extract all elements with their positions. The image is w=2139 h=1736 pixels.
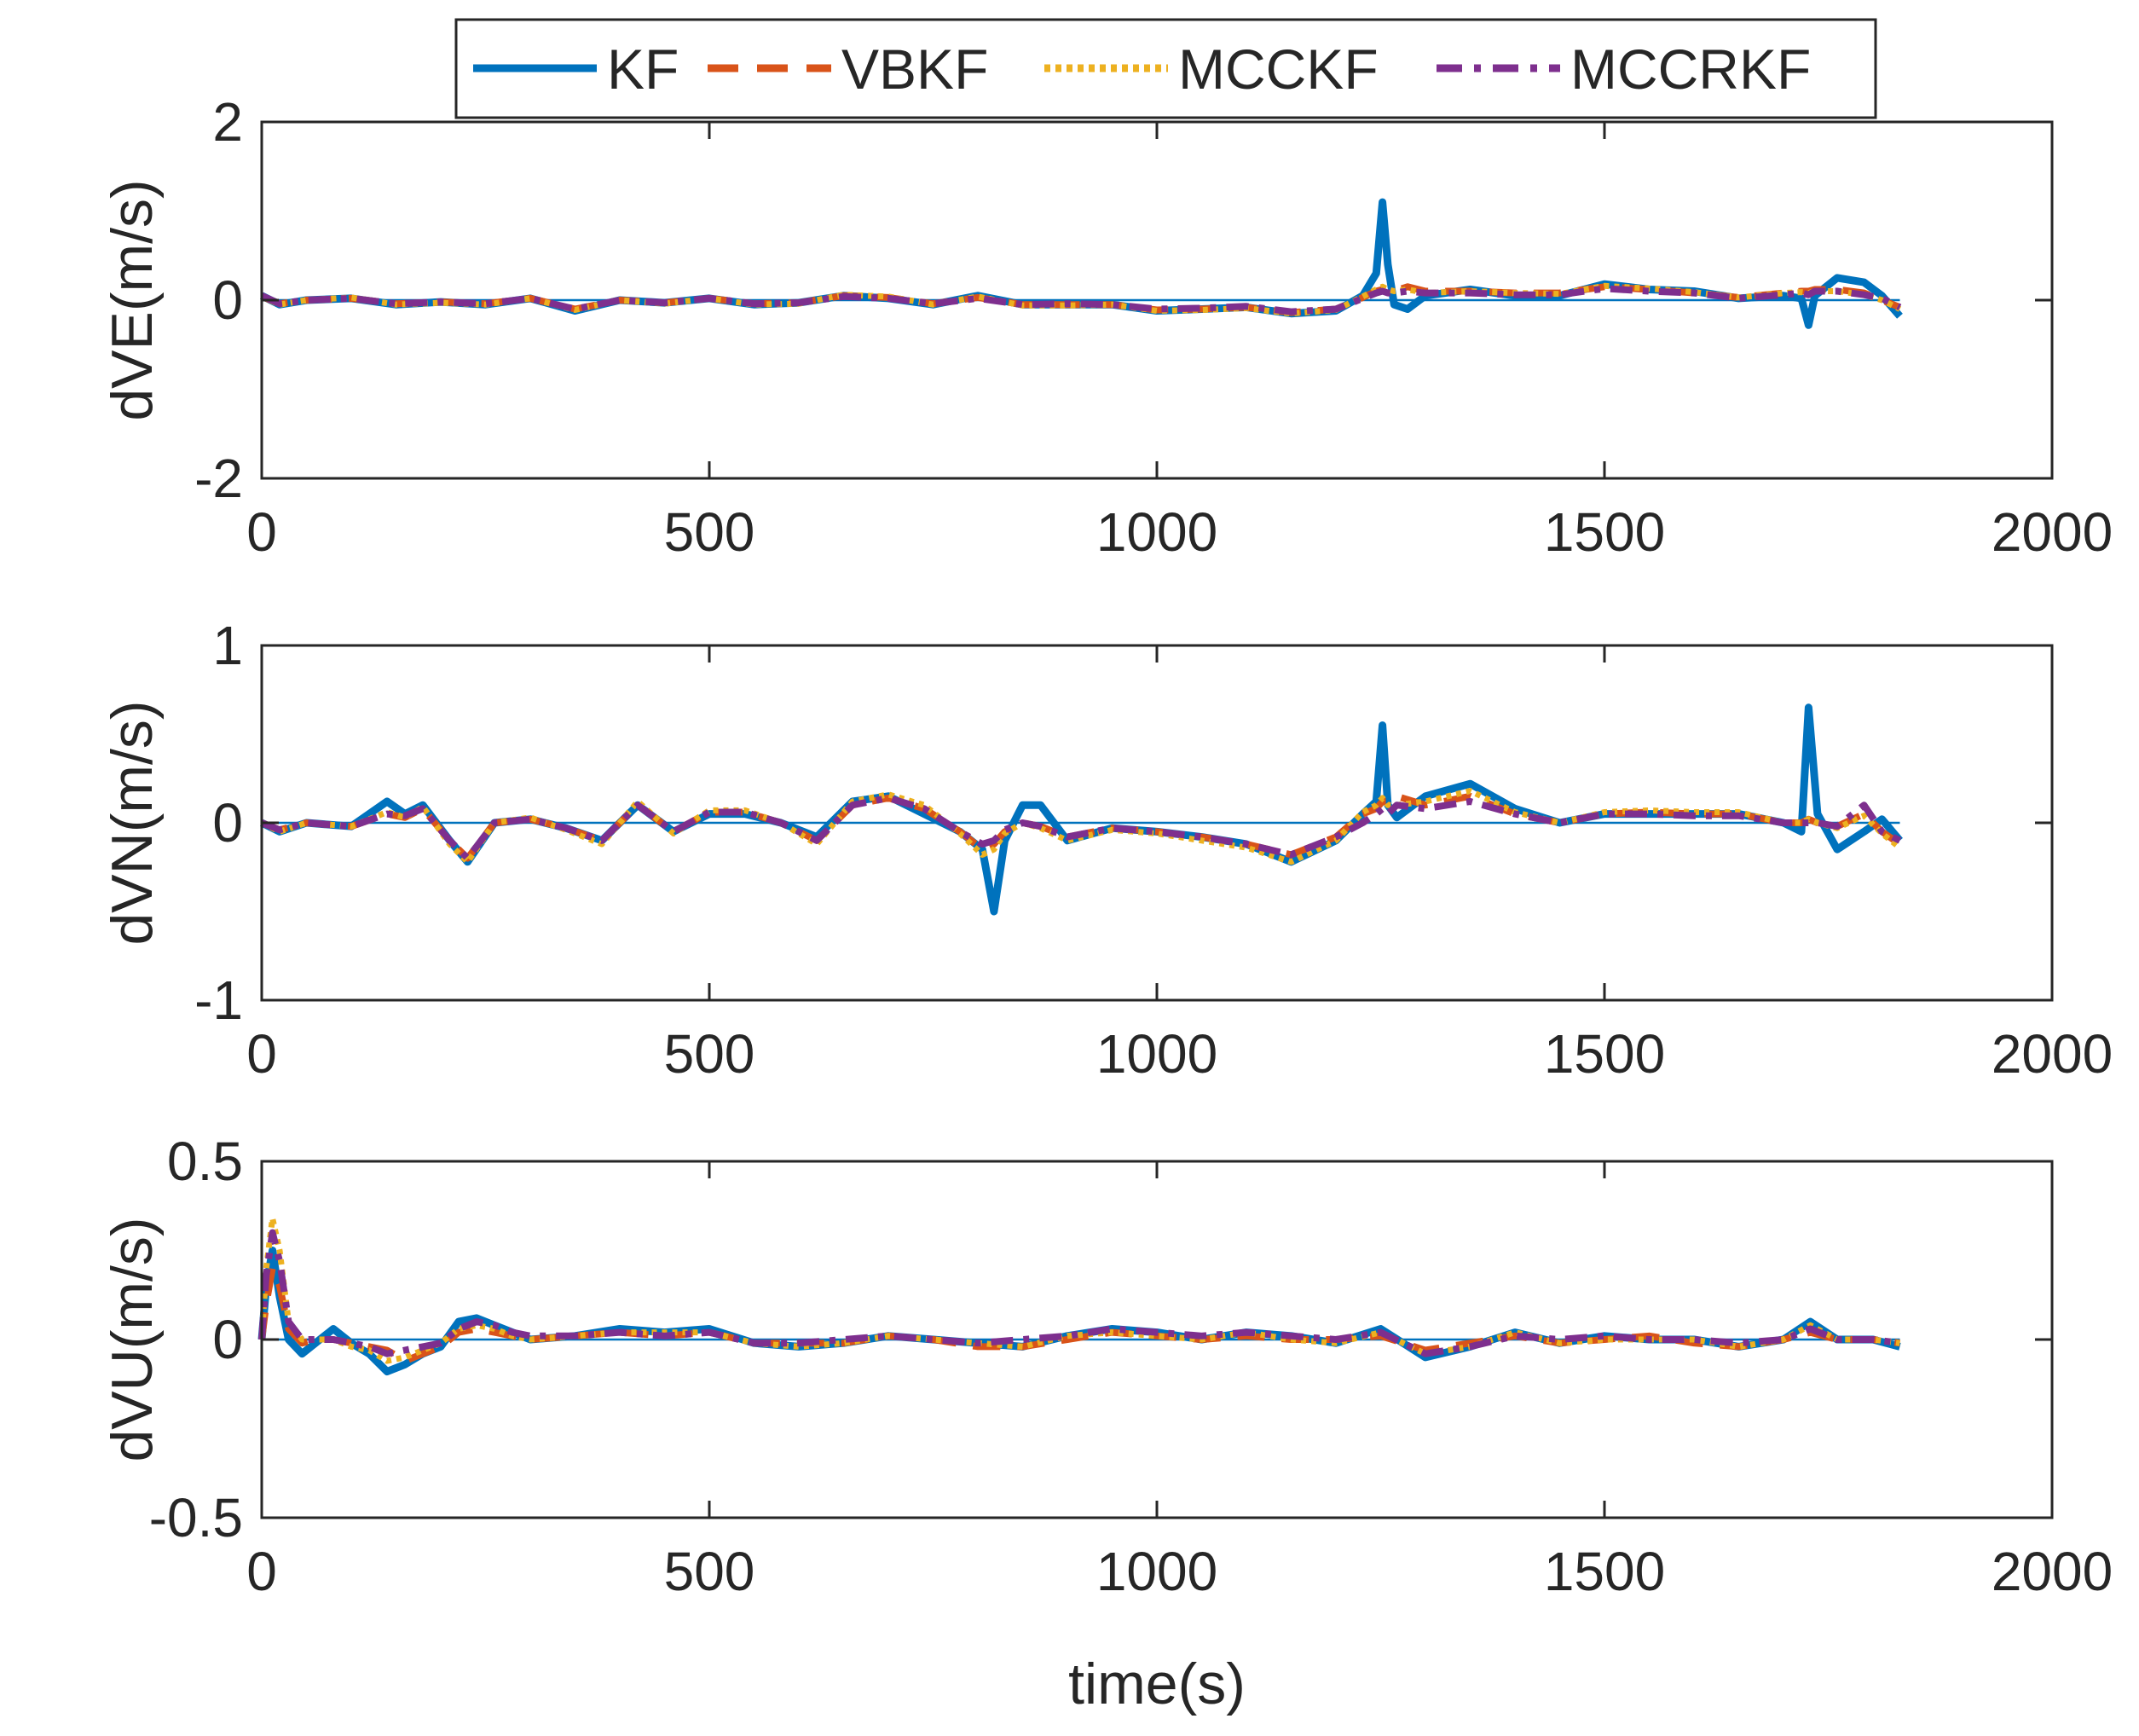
y-tick-label: 0 (212, 269, 243, 331)
x-tick-label: 2000 (1992, 1541, 2113, 1602)
y-tick-label: 0 (212, 1309, 243, 1370)
subplot-dvu: dVU(m/s) 0 500 1000 1500 2000-0.500.5 (100, 1131, 2113, 1602)
legend: KF VBKF MCCKF MCCRKF (454, 18, 1877, 119)
series-line-mcckf (258, 1215, 1900, 1364)
subplot-dve: dVE(m/s) 0 500 1000 1500 2000-202 (100, 91, 2113, 563)
x-tick-label: 2000 (1992, 1023, 2113, 1085)
x-axis-label: time(s) (1068, 1652, 1246, 1716)
y-axis-label: dVU(m/s) (100, 1217, 165, 1461)
x-tick-label: 1000 (1096, 501, 1217, 563)
y-tick-label: 0 (212, 792, 243, 854)
x-tick-label: 500 (664, 1023, 755, 1085)
x-tick-label: 500 (664, 501, 755, 563)
y-tick-label: 0.5 (167, 1131, 243, 1192)
y-axis-label: dVE(m/s) (100, 179, 165, 420)
y-tick-label: -1 (194, 969, 243, 1031)
series-line-mccrkf (258, 1229, 1901, 1357)
x-tick-label: 0 (246, 1023, 277, 1085)
x-tick-label: 1000 (1096, 1023, 1217, 1085)
series-line-vbkf (258, 1264, 1901, 1365)
legend-label-vbkf: VBKF (841, 38, 988, 101)
x-tick-label: 0 (246, 501, 277, 563)
series-line-mccrkf (260, 285, 1902, 315)
x-tick-label: 1500 (1544, 1541, 1665, 1602)
legend-label-kf: KF (607, 38, 679, 101)
series-line-mccrkf (260, 794, 1902, 862)
legend-label-mcckf: MCCKF (1178, 38, 1379, 101)
x-tick-label: 1000 (1096, 1541, 1217, 1602)
x-tick-label: 2000 (1992, 501, 2113, 563)
x-tick-label: 500 (664, 1541, 755, 1602)
y-tick-label: 1 (212, 615, 243, 676)
x-tick-label: 1500 (1544, 501, 1665, 563)
legend-label-mccrkf: MCCRKF (1570, 38, 1811, 101)
y-tick-label: -0.5 (149, 1487, 243, 1548)
subplot-dvn: dVN(m/s) 0 500 1000 1500 2000-101 (100, 615, 2113, 1085)
y-tick-label: -2 (194, 448, 243, 509)
series-line-vbkf (260, 792, 1902, 862)
x-tick-label: 1500 (1544, 1023, 1665, 1085)
series-line-kf (257, 1247, 1901, 1376)
series-line-mcckf (260, 788, 1902, 865)
y-tick-label: 2 (212, 91, 243, 153)
legend-box (454, 18, 1877, 119)
x-tick-label: 0 (246, 1541, 277, 1602)
y-axis-label: dVN(m/s) (100, 700, 165, 945)
